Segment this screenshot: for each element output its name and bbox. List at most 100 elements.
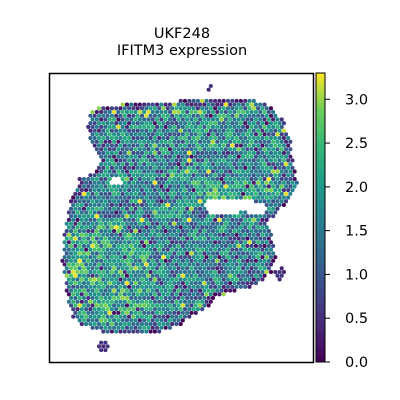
expression-spot [228,258,233,263]
expression-spot [251,240,256,245]
expression-spot [167,243,172,249]
expression-spot [84,314,89,319]
expression-spot [122,188,127,193]
expression-spot [221,292,226,297]
expression-spot [198,154,203,159]
expression-spot [225,188,231,193]
expression-spot [178,255,183,260]
expression-spot [234,113,239,118]
expression-spot [152,255,157,260]
expression-spot [213,106,218,111]
expression-spot [107,243,112,249]
expression-spot [103,109,108,115]
expression-spot [112,199,117,204]
expression-spot [122,173,127,178]
expression-spot [88,262,93,267]
expression-spot [120,281,125,286]
expression-spot [210,132,215,137]
expression-spot [277,188,282,193]
expression-spot [273,136,278,141]
expression-spot [167,266,172,271]
expression-spot [191,299,196,304]
expression-spot [223,236,228,241]
expression-spot [120,325,125,330]
expression-spot [163,176,168,182]
expression-spot [116,124,121,129]
expression-spot [268,202,274,208]
expression-spot [170,269,175,275]
expression-spot [101,247,106,252]
expression-spot [174,180,179,185]
expression-spot [198,214,203,219]
expression-spot [191,255,196,260]
expression-spot [79,195,84,200]
expression-spot [230,143,235,148]
expression-spot [198,288,203,293]
expression-spot [281,136,286,141]
expression-spot [90,318,95,323]
expression-spot [155,199,160,204]
expression-spot [69,266,74,271]
expression-spot [249,132,254,137]
expression-spot [223,154,228,159]
expression-spot [94,310,99,315]
expression-spot [234,262,239,267]
expression-spot [243,217,248,222]
expression-spot [167,117,172,122]
expression-spot [284,154,289,159]
expression-spot [114,255,119,260]
expression-spot [127,277,132,282]
expression-spot [200,210,205,215]
expression-spot [247,232,252,237]
expression-spot [217,217,222,222]
expression-spot [118,284,123,289]
expression-spot [217,269,222,275]
expression-spot [182,240,188,245]
expression-spot [189,169,194,174]
expression-spot [170,165,175,170]
expression-spot [200,121,205,126]
expression-spot [133,325,138,330]
expression-spot [77,206,82,211]
expression-spot [142,325,147,330]
expression-spot [127,269,132,275]
expression-spot [198,147,203,152]
expression-spot [273,269,278,275]
expression-spot [176,102,181,107]
expression-spot [189,258,194,263]
expression-spot [200,217,205,222]
expression-spot [208,165,213,170]
expression-spot [116,109,121,115]
expression-spot [120,206,125,211]
expression-spot [228,191,233,196]
expression-spot [135,269,140,275]
expression-spot [161,195,166,200]
expression-spot [94,191,99,196]
expression-spot [262,199,267,204]
expression-spot [210,214,215,219]
expression-spot [170,292,175,297]
expression-spot [198,184,203,189]
expression-spot [146,199,151,204]
expression-spot [215,266,220,271]
expression-spot [219,214,224,219]
expression-spot [112,325,117,330]
expression-spot [159,303,164,308]
expression-spot [266,266,271,271]
expression-spot [122,329,127,334]
expression-spot [135,106,140,111]
expression-spot [155,132,160,137]
expression-spot [94,236,99,241]
expression-spot [90,251,95,256]
expression-spot [251,165,256,170]
expression-spot [256,173,261,178]
expression-spot [112,184,117,189]
expression-spot [210,281,215,286]
expression-spot [157,210,162,215]
expression-spot [69,236,74,241]
expression-spot [245,117,250,122]
expression-spot [127,299,132,304]
expression-spot [120,154,125,159]
expression-spot [118,255,123,260]
expression-spot [109,247,114,252]
